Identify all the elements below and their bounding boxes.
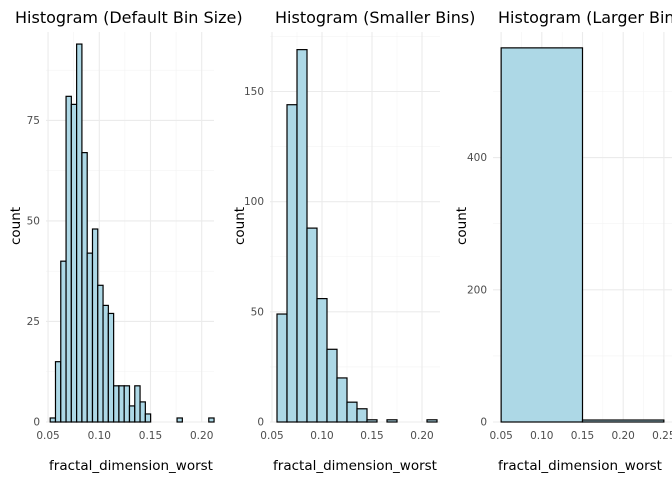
bars [49,43,215,423]
histogram-bar [139,401,146,423]
y-tick-label: 50 [27,215,40,227]
x-tick-label: 0.20 [611,430,634,442]
histogram-bar [208,417,215,423]
histogram-bar [76,43,83,423]
x-tick-label: 0.10 [310,430,333,442]
histogram-bar [91,228,99,423]
x-tick-label: 0.05 [260,430,283,442]
histogram-bar [113,385,120,423]
y-tick-label: 400 [467,152,487,164]
y-tick-label: 50 [251,306,264,318]
y-axis-label: count [8,207,24,245]
x-tick-label: 0.15 [139,430,162,442]
y-tick-label: 200 [467,284,487,296]
y-tick-label: 0 [480,417,487,429]
x-tick-label: 0.20 [190,430,213,442]
histogram-bar [97,284,104,423]
bars [276,49,438,423]
y-tick-label: 25 [27,316,40,328]
histogram-bar [426,419,438,423]
histogram-bar [286,104,298,423]
histogram-bar [86,252,94,423]
histogram-bar [49,417,57,423]
histogram-bar [65,95,72,423]
histogram-panel-default: Histogram (Default Bin Size) fractal_dim… [8,8,243,474]
y-tick-label: 0 [257,417,264,429]
histogram-panel-smaller-bins: Histogram (Smaller Bins) fractal_dimensi… [232,8,475,474]
histogram-bar [316,298,328,423]
panel-title: Histogram (Default Bin Size) [15,8,243,27]
histogram-bar [326,348,338,423]
x-tick-label: 0.05 [36,430,59,442]
histogram-bar [123,385,131,423]
histogram-bar [296,49,308,423]
y-tick-label: 0 [33,417,40,429]
x-axis-label: fractal_dimension_worst [49,458,213,474]
histogram-bar [500,47,584,423]
panel-title: Histogram (Larger Bins) [498,8,672,27]
histogram-bar [276,313,288,423]
y-tick-label: 150 [244,86,264,98]
x-tick-label: 0.20 [410,430,433,442]
x-tick-label: 0.10 [530,430,553,442]
histogram-bar [128,405,136,423]
histogram-bar [102,304,109,423]
x-tick-label: 0.25 [652,430,672,442]
y-tick-label: 100 [244,196,264,208]
x-tick-label: 0.10 [88,430,111,442]
histogram-bar [306,227,318,423]
histogram-bar [386,419,398,423]
histogram-bar [356,408,368,423]
histogram-bar [581,419,665,423]
y-axis-label: count [454,207,470,245]
histogram-bar [176,417,183,423]
histogram-bar [118,385,125,423]
x-axis-label: fractal_dimension_worst [498,458,662,474]
bars [500,47,665,423]
x-axis-label: fractal_dimension_worst [273,458,437,474]
histogram-bar [134,385,141,423]
histogram-panel-larger-bins: Histogram (Larger Bins) fractal_dimensio… [454,8,672,474]
histogram-bar [144,413,152,423]
histogram-bar [366,419,378,423]
histogram-bar [81,152,88,423]
x-tick-label: 0.15 [571,430,594,442]
histogram-bar [107,312,115,423]
y-tick-label: 75 [27,115,40,127]
histogram-bar [60,260,67,423]
histogram-bar [70,103,78,423]
histogram-bar [336,377,348,423]
panel-title: Histogram (Smaller Bins) [275,8,475,27]
x-tick-label: 0.05 [489,430,512,442]
y-axis-label: count [232,207,248,245]
x-tick-label: 0.15 [360,430,383,442]
histogram-bar [54,361,62,423]
histogram-bar [346,401,358,423]
